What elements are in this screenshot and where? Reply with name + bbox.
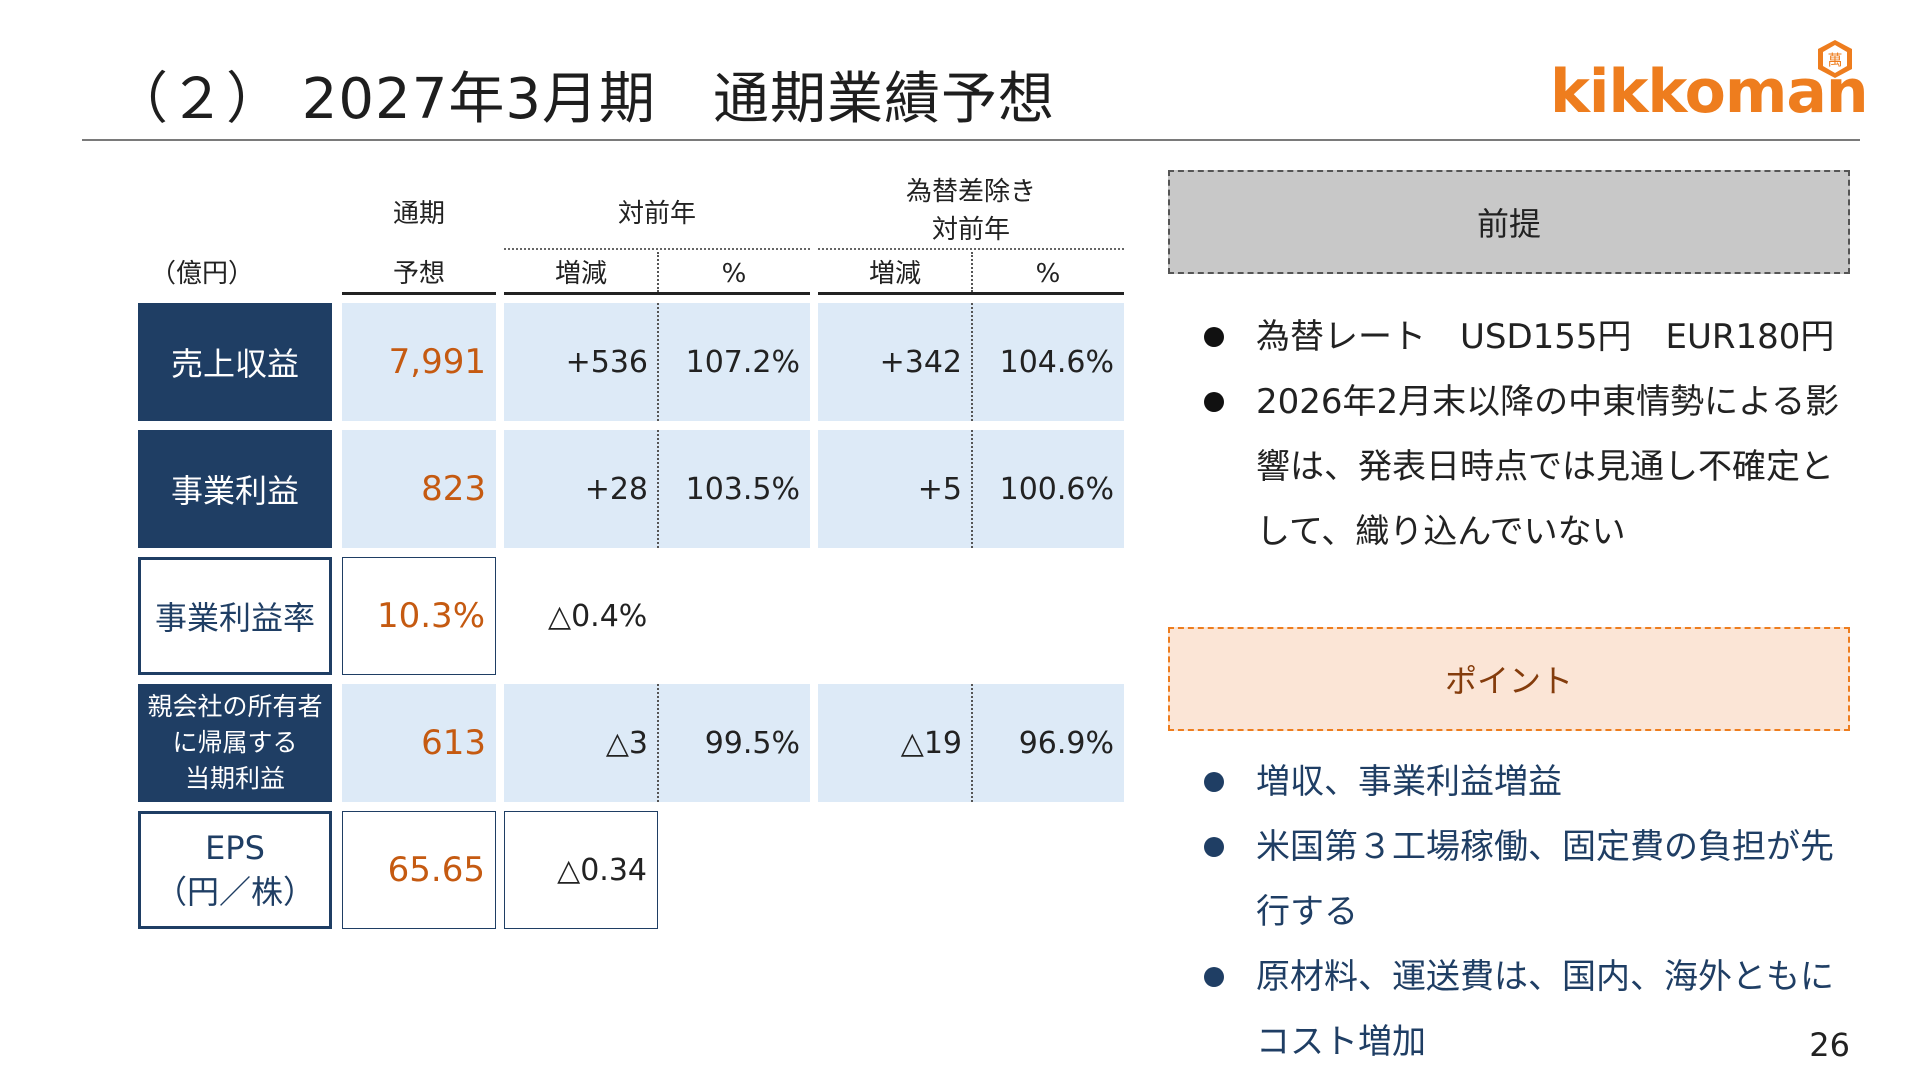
point-item: 原材料、運送費は、国内、海外ともにコスト増加 [1186, 945, 1866, 1075]
row-label-business-profit: 事業利益 [138, 430, 332, 548]
page-number: 26 [1809, 1026, 1850, 1064]
eps-yoy-change: △0.34 [504, 811, 658, 929]
unit-label: （億円） [150, 259, 255, 289]
revenue-fx-change: +342 [818, 303, 972, 421]
header-yoy-sep [657, 252, 659, 292]
business-profit-fx-change: +5 [818, 430, 972, 548]
net-income-label-line1: 親会社の所有者 [147, 692, 323, 721]
header-fx-line1: 為替差除き [905, 177, 1036, 207]
header-forecast-line1: 通期 [392, 199, 445, 229]
row-label-net-income: 親会社の所有者 に帰属する 当期利益 [138, 684, 332, 802]
net-income-fx-pct: 96.9% [972, 684, 1124, 802]
header-underline-yoy [504, 292, 810, 295]
business-profit-fx-pct: 100.6% [972, 430, 1124, 548]
header-underline-fx [818, 292, 1124, 295]
header-fx-divider [818, 248, 1124, 250]
points-title: ポイント [1444, 662, 1573, 700]
header-fx-change: 増減 [868, 259, 921, 289]
premise-title: 前提 [1476, 205, 1541, 243]
revenue-yoy-sep [657, 303, 659, 421]
net-income-label-line3: 当期利益 [184, 764, 285, 793]
header-yoy: 対前年 [617, 199, 696, 229]
eps-forecast: 65.65 [342, 811, 496, 929]
row-label-revenue: 売上収益 [138, 303, 332, 421]
revenue-yoy-change: +536 [504, 303, 658, 421]
business-profit-yoy-sep [657, 430, 659, 548]
net-income-label-line2: に帰属する [172, 728, 298, 757]
business-margin-forecast: 10.3% [342, 557, 496, 675]
header-fx-sep [971, 252, 973, 292]
eps-label-line2: （円／株） [154, 873, 315, 911]
revenue-forecast: 7,991 [342, 303, 496, 421]
header-fx-line2: 対前年 [931, 215, 1010, 245]
points-list: 増収、事業利益増益 米国第３工場稼働、固定費の負担が先行する 原材料、運送費は、… [1186, 750, 1866, 1075]
header-yoy-change: 増減 [554, 259, 607, 289]
page-title: （２） 2027年3月期 通期業績予想 [112, 67, 1055, 132]
business-profit-fx-sep [971, 430, 973, 548]
svg-text:萬: 萬 [1827, 51, 1842, 69]
business-profit-yoy-change: +28 [504, 430, 658, 548]
bullet-icon [1204, 837, 1224, 857]
business-margin-yoy-change: △0.4% [548, 598, 648, 634]
point-item: 増収、事業利益増益 [1186, 750, 1866, 815]
bullet-icon [1204, 392, 1224, 412]
net-income-yoy-pct: 99.5% [658, 684, 810, 802]
bullet-icon [1204, 967, 1224, 987]
points-heading-box: ポイント [1168, 627, 1850, 731]
revenue-yoy-pct: 107.2% [658, 303, 810, 421]
eps-label-line1: EPS [205, 829, 265, 867]
kikkoman-logo: kikkoman 萬 [1550, 38, 1870, 128]
revenue-fx-pct: 104.6% [972, 303, 1124, 421]
header-underline-forecast [342, 292, 496, 295]
premise-list: 為替レート USD155円 EUR180円 2026年2月末以降の中東情勢による… [1186, 305, 1866, 565]
business-profit-yoy-pct: 103.5% [658, 430, 810, 548]
business-profit-forecast: 823 [342, 430, 496, 548]
net-income-yoy-sep [657, 684, 659, 802]
title-divider [82, 139, 1860, 141]
premise-item: 2026年2月末以降の中東情勢による影響は、発表日時点では見通し不確定として、織… [1186, 370, 1866, 565]
hexagon-logo-icon: 萬 [1818, 40, 1852, 78]
net-income-yoy-change: △3 [504, 684, 658, 802]
net-income-fx-change: △19 [818, 684, 972, 802]
premise-heading-box: 前提 [1168, 170, 1850, 274]
point-item: 米国第３工場稼働、固定費の負担が先行する [1186, 815, 1866, 945]
net-income-fx-sep [971, 684, 973, 802]
header-forecast-line2: 予想 [392, 259, 445, 289]
header-fx-pct: % [1035, 259, 1061, 289]
logo-wordmark: kikkoman [1550, 57, 1869, 127]
revenue-fx-sep [971, 303, 973, 421]
row-label-eps: EPS （円／株） [138, 811, 332, 929]
header-yoy-pct: % [721, 259, 747, 289]
premise-item: 為替レート USD155円 EUR180円 [1186, 305, 1866, 370]
bullet-icon [1204, 772, 1224, 792]
bullet-icon [1204, 327, 1224, 347]
header-yoy-divider [504, 248, 810, 250]
net-income-forecast: 613 [342, 684, 496, 802]
row-label-business-margin: 事業利益率 [138, 557, 332, 675]
